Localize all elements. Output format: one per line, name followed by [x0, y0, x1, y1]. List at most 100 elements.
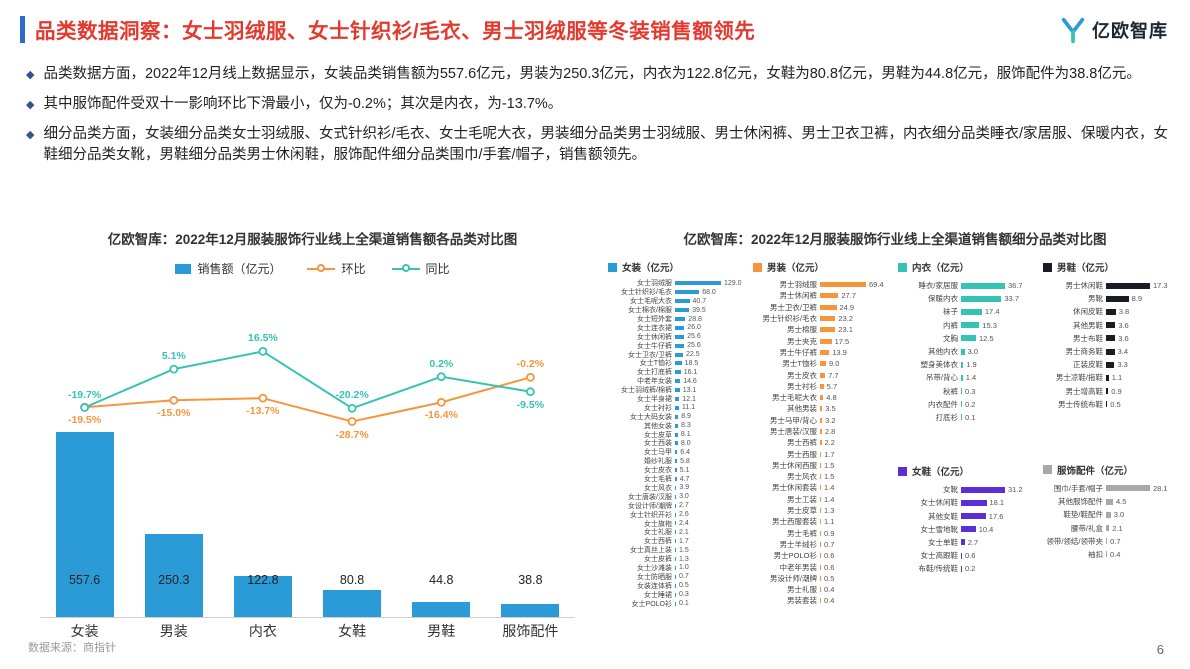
mini-bar-label: 文胸	[943, 333, 958, 343]
title-accent-bar	[20, 15, 25, 43]
mini-bar-row: 男装套装 0.4	[753, 595, 892, 606]
mini-bar-row: 女士睡裙 0.3	[608, 590, 747, 599]
mini-bar-label: 男士羽绒服	[779, 280, 818, 290]
line-value-label: -20.2%	[335, 389, 369, 402]
bullet-text: 其中服饰配件受双十一影响环比下滑最小，仅为-0.2%；其次是内衣，为-13.7%…	[43, 96, 563, 113]
mini-bar-label: 女士羽绒服	[637, 280, 672, 288]
mini-bar-value: 0.7	[824, 539, 835, 549]
mini-bar-value: 129.0	[724, 279, 742, 287]
title-wrap: 品类数据洞察：女士羽绒服、女士针织衫/毛衣、男士羽绒服等冬装销售额领先	[20, 14, 755, 44]
category-label: 女鞋	[338, 623, 367, 639]
mini-bar-value: 69.4	[869, 280, 884, 290]
line-value-label: 5.1%	[161, 350, 186, 363]
mini-bar	[820, 338, 832, 344]
mini-bar-label: 女士皮草	[644, 431, 672, 439]
mini-bar-value: 1.4	[824, 494, 835, 504]
mini-bar-label: 女士沙滩装	[637, 564, 672, 572]
mini-bar-value: 11.1	[682, 404, 696, 412]
legend-label: 销售额（亿元）	[197, 262, 282, 276]
mini-bar-row: 男士针织衫/毛衣 23.2	[753, 313, 892, 324]
mini-bar	[820, 462, 821, 468]
mini-bar-label: 男士毛呢大衣	[772, 393, 817, 403]
mini-bar-row: 女士打底裤 16.1	[608, 368, 747, 377]
mini-charts-grid: 女装（亿元） 女士羽绒服 129.0 女士针织衫/毛衣 68.0 女士毛呢大衣 40.7 女士…	[608, 260, 1182, 608]
logo-y-icon	[1061, 17, 1085, 44]
mini-bar-value: 15.3	[982, 320, 997, 330]
mini-bar-value: 0.5	[1110, 399, 1121, 409]
mini-bar	[1106, 401, 1108, 408]
mini-bar-value: 8.1	[680, 431, 691, 439]
mini-chart-legend: 女鞋（亿元）	[898, 464, 1037, 478]
mini-bar-row: 文胸 12.5	[898, 332, 1037, 345]
mini-bar-value: 39.5	[692, 306, 706, 314]
line-value-label: -28.7%	[335, 428, 369, 441]
mini-bar-label: 女士半身裙	[637, 396, 672, 404]
mini-bar-row: 女士半身裙 12.1	[608, 395, 747, 404]
mini-bar-row: 女士棉衣/棉服 39.5	[608, 306, 747, 315]
mini-bar-row: 领带/领结/领带夹 0.7	[1043, 535, 1182, 548]
mini-bar-label: 袖扣	[1088, 549, 1103, 559]
mini-bar-value: 4.7	[679, 475, 690, 483]
mini-bar-value: 36.7	[1008, 281, 1023, 291]
line-value-label: -19.7%	[67, 388, 102, 401]
sales-bar	[144, 534, 203, 617]
mini-bar	[675, 557, 676, 562]
mini-chart-accessories: 服饰配件（亿元） 围巾/手套/帽子 28.1 其他服饰配件 4.5 鞋垫/鞋配件 3.0 腰带…	[1043, 463, 1182, 561]
mini-bar-row: 男士西服 1.7	[753, 448, 892, 459]
mini-bar-label: 男士西服套装	[772, 517, 817, 527]
mini-bar-label: 中老年男装	[779, 562, 818, 572]
mini-legend-label: 男装（亿元）	[767, 263, 825, 274]
mini-bar-value: 25.6	[687, 342, 701, 350]
mini-bar-row: 中老年男装 0.6	[753, 561, 892, 572]
mini-bar-row: 女士毛呢大衣 40.7	[608, 297, 747, 306]
mini-bar-label: 女士礼服	[644, 529, 672, 537]
combo-chart-panel: 亿欧智库：2022年12月服装服饰行业线上全渠道销售额各品类对比图 销售额（亿元…	[40, 228, 585, 639]
mini-bar-row: 内衣配件 0.2	[898, 398, 1037, 411]
mini-bar-label: 女士真丝上装	[630, 547, 672, 555]
sales-bar	[501, 604, 560, 617]
legend-mom: 环比	[307, 260, 366, 277]
mini-bar-row: 男士礼服 0.4	[753, 584, 892, 595]
mini-bar-row: 女装连体裤 0.5	[608, 581, 747, 590]
bar-value-label: 44.8	[429, 573, 454, 587]
mini-bar-label: 其他女装	[644, 422, 672, 430]
mini-bar-label: 其他男装	[787, 404, 817, 414]
mini-bar-row: 女士西裤 1.7	[608, 537, 747, 546]
mini-bar-label: 男士凉鞋/拖鞋	[1055, 373, 1103, 383]
mini-bar-value: 2.7	[967, 537, 979, 547]
mini-bar-label: 休闲皮鞋	[1073, 307, 1103, 317]
mini-bar	[961, 282, 1005, 289]
mini-bar-label: 男士商务鞋	[1065, 347, 1104, 357]
mini-bar-label: 女装连体裤	[637, 582, 672, 590]
mini-bar-row: 睡衣/家居服 36.7	[898, 279, 1037, 292]
mini-bar	[820, 395, 824, 401]
mini-bar-value: 5.7	[826, 381, 838, 391]
mini-bar-value: 3.6	[1118, 320, 1129, 330]
mini-bar-label: 女士休闲裤	[637, 333, 672, 341]
mini-chart-legend: 男鞋（亿元）	[1043, 260, 1182, 274]
mini-bar-row: 男士毛裤 0.9	[753, 528, 892, 539]
mini-bar-row: 男士衬衫 5.7	[753, 381, 892, 392]
mini-bar	[675, 521, 676, 526]
mini-bar-row: 男士休闲套装 1.4	[753, 482, 892, 493]
mini-bar-label: 女士打底裤	[637, 369, 672, 377]
mini-bar	[820, 508, 821, 514]
mini-bar	[675, 352, 683, 357]
mini-bar-value: 0.9	[1111, 386, 1122, 396]
mini-col-womenswear: 女装（亿元） 女士羽绒服 129.0 女士针织衫/毛衣 68.0 女士毛呢大衣 40.7 女士…	[608, 260, 747, 608]
mini-bar-label: 女靴	[943, 485, 958, 495]
mini-bar-label: 女士毛裤	[644, 476, 672, 484]
mini-bar	[1106, 498, 1113, 505]
mini-bar	[820, 282, 866, 288]
mini-bar-row: 内裤 15.3	[898, 319, 1037, 332]
line-value-label: 16.5%	[248, 332, 278, 345]
mini-bar-row: 女士衬衫 11.1	[608, 403, 747, 412]
mini-bar-value: 28.8	[688, 315, 702, 323]
mini-bar-label: 袜子	[943, 307, 958, 317]
mini-bar-label: 男士夹克	[787, 336, 817, 346]
mini-bar-value: 1.7	[679, 537, 689, 545]
mini-bar	[675, 539, 676, 544]
logo: 亿欧智库	[1059, 16, 1168, 44]
mini-bar-row: 男士休闲裤 27.7	[753, 290, 892, 301]
mini-col-underwear-womenshoes: 内衣（亿元） 睡衣/家居服 36.7 保暖内衣 33.7 袜子 17.4 内裤 15.3 文胸 12…	[898, 260, 1037, 608]
